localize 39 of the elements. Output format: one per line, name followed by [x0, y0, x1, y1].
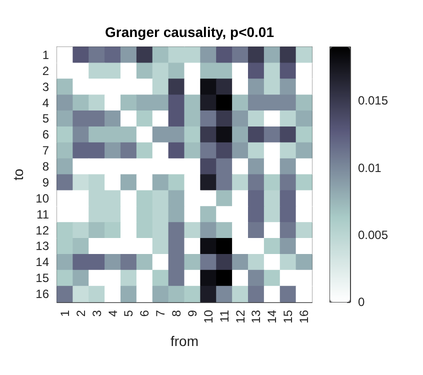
- y-tick-label: 7: [42, 144, 50, 158]
- x-tick-label: 16: [297, 310, 312, 324]
- y-tick-label: 5: [42, 112, 50, 126]
- y-tick-label: 11: [36, 207, 50, 222]
- y-tick-label: 12: [36, 223, 50, 238]
- y-tick-label: 6: [42, 128, 50, 142]
- chart-title: Granger causality, p<0.01: [105, 24, 274, 40]
- y-tick-label: 14: [36, 255, 50, 270]
- x-tick-label: 10: [201, 310, 216, 324]
- x-tick-label: 9: [185, 310, 200, 317]
- x-tick-label: 8: [170, 310, 184, 317]
- x-tick-label: 14: [265, 310, 280, 324]
- x-tick-label: 3: [90, 310, 104, 317]
- x-tick-label: 1: [58, 310, 72, 317]
- color-bar-label: 0: [358, 295, 365, 309]
- y-tick-label: 16: [36, 287, 50, 302]
- y-tick-label: 3: [42, 80, 50, 94]
- x-tick-label: 2: [74, 310, 88, 317]
- color-bar-label: 0.01: [358, 160, 382, 175]
- y-tick-label: 8: [42, 160, 50, 174]
- color-bar-label: 0.015: [358, 94, 388, 108]
- y-axis-title: to: [10, 168, 26, 180]
- x-tick-label: 13: [249, 310, 264, 324]
- color-bar-label: 0.005: [358, 228, 388, 242]
- x-tick-label: 7: [154, 310, 168, 317]
- x-tick-label: 15: [281, 310, 296, 324]
- y-tick-label: 1: [42, 48, 50, 62]
- x-tick-label: 11: [217, 310, 232, 322]
- x-tick-label: 6: [138, 310, 152, 317]
- y-tick-label: 2: [42, 64, 50, 78]
- y-tick-label: 15: [36, 271, 50, 286]
- y-tick-label: 9: [42, 175, 50, 190]
- x-tick-label: 12: [233, 310, 248, 324]
- x-tick-label: 5: [122, 310, 136, 317]
- x-axis-title: from: [170, 333, 198, 349]
- y-tick-label: 10: [36, 191, 50, 206]
- x-tick-label: 4: [106, 310, 120, 317]
- y-tick-label: 4: [42, 96, 50, 110]
- y-tick-label: 13: [36, 239, 50, 254]
